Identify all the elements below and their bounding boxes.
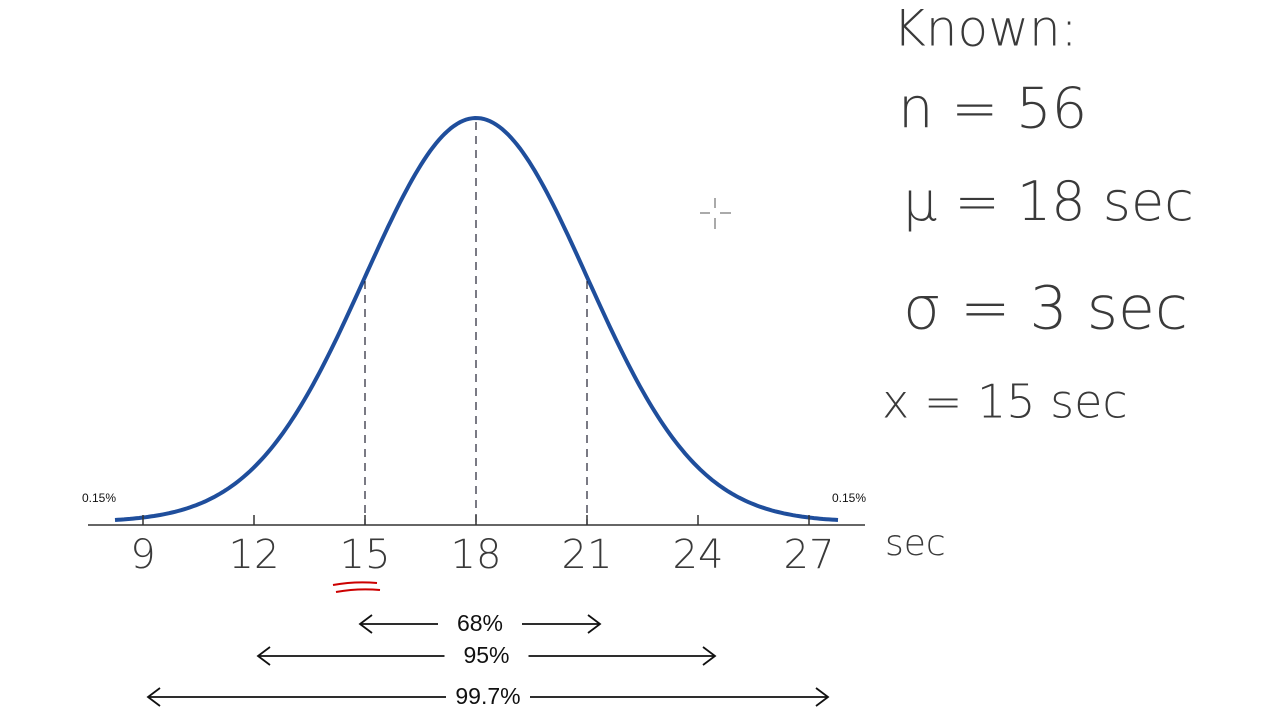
- cursor: [700, 198, 731, 229]
- tick-label: 15: [340, 532, 391, 578]
- tail-label: 0.15%: [832, 491, 866, 505]
- bell-curve: [114, 115, 839, 522]
- underline: [332, 581, 381, 593]
- arrow-head: [146, 687, 161, 707]
- tick-label: 9: [130, 532, 155, 578]
- tick-label: 12: [229, 532, 280, 578]
- note: x = 15 sec: [882, 375, 1128, 429]
- note: n = 56: [898, 76, 1087, 141]
- tick-label: 24: [673, 532, 724, 578]
- label-bg: [446, 683, 530, 711]
- note: σ = 3 sec: [903, 274, 1188, 344]
- notes-title: Known:: [893, 0, 1078, 58]
- arrow-head: [358, 614, 373, 634]
- range-label: 95%: [463, 642, 509, 668]
- arrow-head: [587, 614, 602, 634]
- tick-label: 21: [562, 532, 613, 578]
- tail-label: 0.15%: [82, 491, 116, 505]
- range-label: 99.7%: [455, 683, 520, 709]
- arrow-head: [815, 687, 830, 707]
- label-bg: [438, 610, 522, 638]
- arrow-head: [702, 646, 717, 666]
- tick-label: 18: [451, 532, 502, 578]
- range-label: 68%: [457, 610, 503, 636]
- label-bg: [444, 642, 529, 670]
- arrow-head: [256, 646, 271, 666]
- tick-label: 27: [784, 532, 835, 578]
- axis-unit: sec: [885, 523, 946, 564]
- note: μ = 18 sec: [903, 170, 1194, 233]
